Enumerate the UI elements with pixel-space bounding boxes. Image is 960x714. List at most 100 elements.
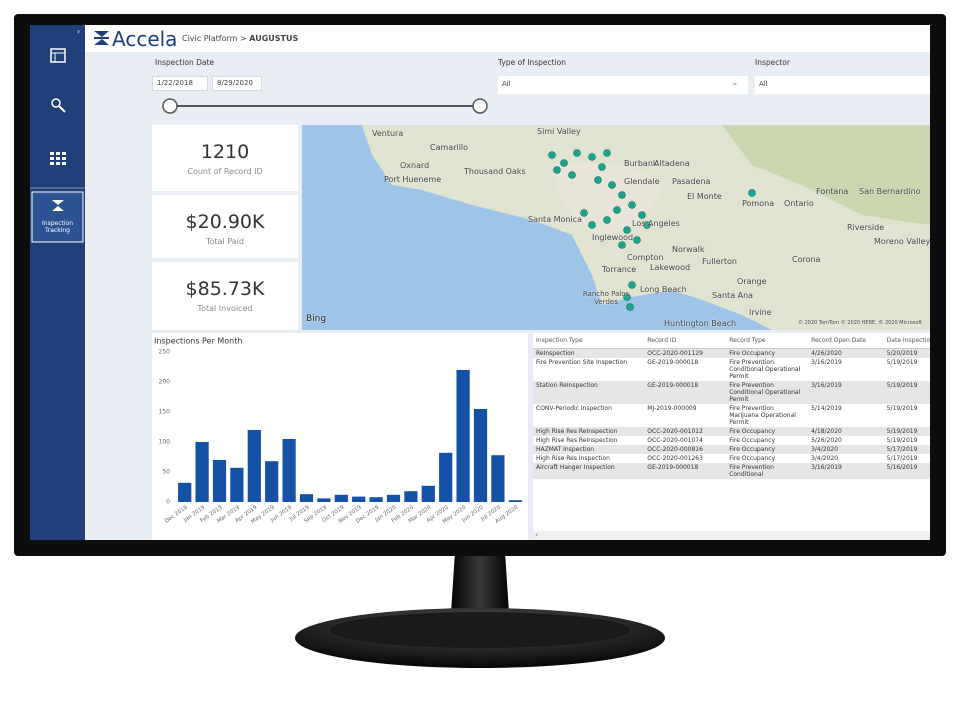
expand-arrow[interactable]: › [77,27,81,36]
table-cell: Fire Occupancy [726,427,809,436]
map-label: Torrance [602,265,637,274]
column-header: Record Open Date [808,333,884,349]
map-label: Thousand Oaks [464,167,526,176]
map-label: Fontana [816,187,849,196]
table-cell: 4/26/2020 [808,348,884,358]
table-cell: Fire Prevention Conditional [726,463,809,479]
table-cell: 5/19/2019 [883,381,930,404]
kpi-label: Total Invoiced [197,304,253,313]
map-label: Santa Monica [528,215,583,224]
map-label: San Bernardino [859,187,921,196]
logo: Accela [112,27,178,51]
bar [386,494,401,502]
table-cell: GE-2019-000018 [644,381,727,404]
table-cell: GE-2019-000018 [644,463,727,479]
bar [369,497,383,502]
dropdown[interactable]: All [498,76,748,94]
table-cell: OCC-2020-001074 [647,437,703,444]
bar [508,500,522,502]
table-cell: 5/19/2019 [883,427,930,436]
table-cell: OCC-2020-000816 [644,445,727,454]
y-tick-label: 50 [162,469,170,476]
table-cell: HAZMAT Inspection [533,445,645,454]
table-row: High Rise Res ReInspection OCC-2020-00101… [533,427,930,436]
dropdown[interactable]: All [755,76,930,94]
bar [195,442,209,502]
map-label: Simi Valley [537,127,581,136]
kpi-card: 1210 Count of Record ID [152,125,298,191]
map-label: Altadena [654,159,690,168]
scrollbar[interactable]: ‹ [533,531,930,540]
bar [439,452,453,502]
map-label: Pasadena [672,177,711,186]
table-panel: Inspection Type Record ID Record Type Recor… [533,333,930,540]
bar [247,430,261,502]
map-label: Port Hueneme [384,175,442,184]
table-cell: GE-2019-000018 [647,359,699,366]
date-input[interactable]: 1/22/2018 [152,76,208,91]
table-cell: OCC-2020-001012 [644,427,727,436]
table-cell: 5/14/2019 [811,405,842,412]
map-label: Orange [737,277,767,286]
table-cell: High Rise Res ReInspection [533,427,645,436]
kpi-value: 1210 [200,141,250,163]
table-cell: Aircraft Hanger Inspection [533,463,645,479]
column-header: Inspection Type [533,333,645,349]
table-cell: Fire Prevention Conditional Operational … [729,359,801,380]
map-label: Ventura [372,129,404,138]
map-copyright: © 2020 TomTom © 2020 HERE, © 2020 Micros… [798,320,923,326]
table-row: High Rise Res ReInspection OCC-2020-00107… [533,436,930,445]
table-cell: 5/16/2019 [883,463,930,479]
dropdown-arrow[interactable]: ⌄ [731,78,739,88]
bar [212,460,227,502]
chart-panel: Inspections Per Month 0 50 100 150 200 250 Dec… [152,333,528,540]
table-cell: OCC-2020-001263 [647,455,703,462]
map-label: Inglewood [592,233,634,242]
table-cell: 5/17/2019 [886,455,918,462]
breadcrumb: Civic Platform > AUGUSTUS [182,34,298,43]
map-label: Camarillo [430,143,469,152]
bar [282,439,296,502]
table-cell: 3/16/2019 [808,463,884,479]
bar [230,467,244,502]
bar [352,496,366,502]
date-input[interactable]: 8/29/2020 [212,76,262,91]
map-label: Long Beach [640,285,687,294]
table-cell: Fire Occupancy [729,437,776,444]
kpi-card: $20.90K Total Paid [152,195,298,258]
map-label: Norwalk [672,245,705,254]
filter-label: Type of Inspection [498,58,566,67]
y-tick-label: 0 [166,499,170,506]
kpi-value: $20.90K [185,211,265,233]
map-label: Pomona [742,199,775,208]
date-slider[interactable] [158,96,498,116]
table-cell: MJ-2019-000009 [647,405,697,412]
table: Inspection Type Record ID Record Type Recor… [533,333,930,479]
map-label: Corona [792,255,821,264]
map-label: Ontario [784,199,814,208]
table-cell: Fire Prevention Site Inspection [536,359,628,366]
y-tick-label: 200 [159,379,171,386]
bar [317,498,331,502]
table-cell: 5/19/2019 [886,437,918,444]
column-header: Record Type [726,333,809,349]
logo-icon [94,31,109,45]
kpi-value: $85.73K [185,278,265,300]
y-tick-label: 250 [159,349,171,356]
map-label: Riverside [847,223,885,232]
top-bar: Accela Civic Platform > AUGUSTUS [85,25,930,52]
map-label: Irvine [749,308,772,317]
table-cell: 5/19/2019 [886,359,918,366]
sidebar-item[interactable]: Inspection Tracking [42,220,73,234]
table-row: ReInspection OCC-2020-001129 Fire Occupanc… [533,348,930,358]
map-provider: Bing [306,314,327,324]
table-row: High Rise Res Inspection OCC-2020-001263 F… [533,454,930,463]
table-row: Aircraft Hanger Inspection GE-2019-000018… [533,463,930,479]
bar [491,455,505,502]
breadcrumb-item[interactable]: Civic Platform [182,34,238,43]
map-label: Los Angeles [632,219,680,228]
map[interactable]: Ventura Camarillo Oxnard Port Hueneme Th… [302,125,930,330]
breadcrumb-separator: > [240,34,247,43]
bar [334,494,348,502]
